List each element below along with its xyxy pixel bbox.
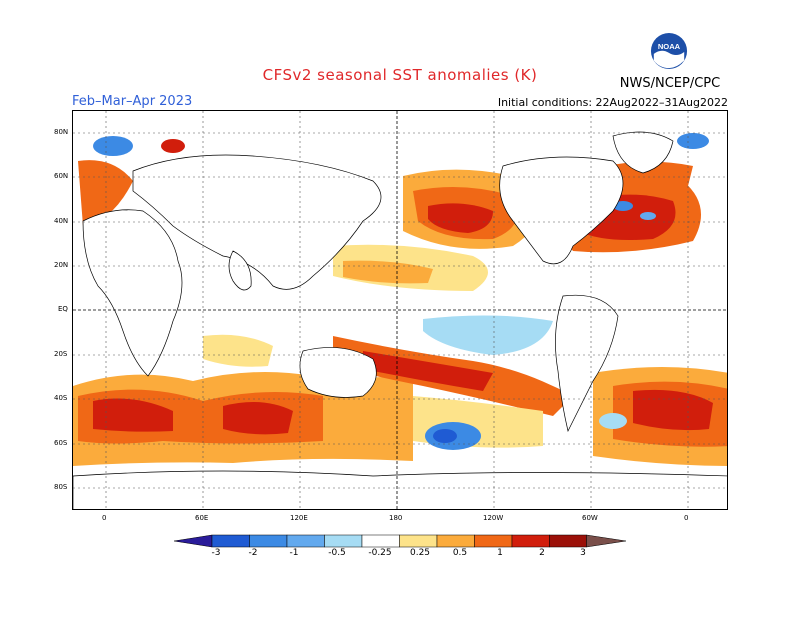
- colorbar-tick-label: 1: [497, 548, 503, 558]
- gridlines: [73, 111, 727, 509]
- lon-label-0-right: 0: [684, 514, 689, 522]
- lat-label-60n: 60N: [54, 172, 69, 180]
- sst-anomaly-map: [72, 110, 728, 510]
- lon-label-0-left: 0: [102, 514, 107, 522]
- lon-label-60w: 60W: [582, 514, 598, 522]
- lat-label-80n: 80N: [54, 128, 69, 136]
- colorbar-tick-label: -1: [289, 548, 299, 558]
- colorbar-swatch: [511, 534, 550, 548]
- colorbar-swatch: [474, 534, 513, 548]
- agency-label: NWS/NCEP/CPC: [619, 76, 721, 91]
- colorbar-swatch: [324, 534, 363, 548]
- land-masses: [73, 131, 727, 509]
- colorbar-tick-label: 0.5: [452, 548, 468, 558]
- season-label: Feb–Mar–Apr 2023: [72, 94, 193, 109]
- reference-lines: [73, 111, 727, 509]
- colorbar-swatch: [436, 534, 475, 548]
- colorbar-swatch: [211, 534, 250, 548]
- colorbar-max-arrow: [586, 534, 626, 548]
- lat-label-40n: 40N: [54, 217, 69, 225]
- lat-label-80s: 80S: [54, 483, 68, 491]
- lon-label-120w: 120W: [483, 514, 504, 522]
- colorbar-swatch: [549, 534, 587, 548]
- lat-label-40s: 40S: [54, 394, 68, 402]
- anomaly-fields: [73, 133, 727, 466]
- lon-label-60e: 60E: [195, 514, 209, 522]
- svg-text:NOAA: NOAA: [658, 42, 681, 51]
- colorbar-swatch: [249, 534, 288, 548]
- noaa-logo-icon: NOAA: [650, 32, 688, 70]
- lat-label-eq: EQ: [58, 305, 68, 313]
- colorbar-min-arrow: [174, 534, 213, 548]
- colorbar-tick-label: 3: [580, 548, 586, 558]
- colorbar-tick-label: -0.25: [368, 548, 392, 558]
- colorbar-tick-label: 2: [539, 548, 545, 558]
- initial-conditions-label: Initial conditions: 22Aug2022–31Aug2022: [497, 96, 728, 109]
- lon-label-180: 180: [389, 514, 403, 522]
- colorbar-swatch: [286, 534, 325, 548]
- lat-label-20s: 20S: [54, 350, 68, 358]
- chart-title: CFSv2 seasonal SST anomalies (K): [262, 66, 538, 84]
- lat-label-20n: 20N: [54, 261, 69, 269]
- colorbar-swatch: [361, 534, 400, 548]
- colorbar-tick-label: -3: [211, 548, 221, 558]
- colorbar: [174, 534, 626, 548]
- colorbar-swatch: [399, 534, 438, 548]
- lon-label-120e: 120E: [290, 514, 308, 522]
- colorbar-tick-label: 0.25: [409, 548, 431, 558]
- map-canvas: [73, 111, 727, 509]
- lat-label-60s: 60S: [54, 439, 68, 447]
- colorbar-tick-label: -2: [248, 548, 258, 558]
- colorbar-tick-label: -0.5: [328, 548, 346, 558]
